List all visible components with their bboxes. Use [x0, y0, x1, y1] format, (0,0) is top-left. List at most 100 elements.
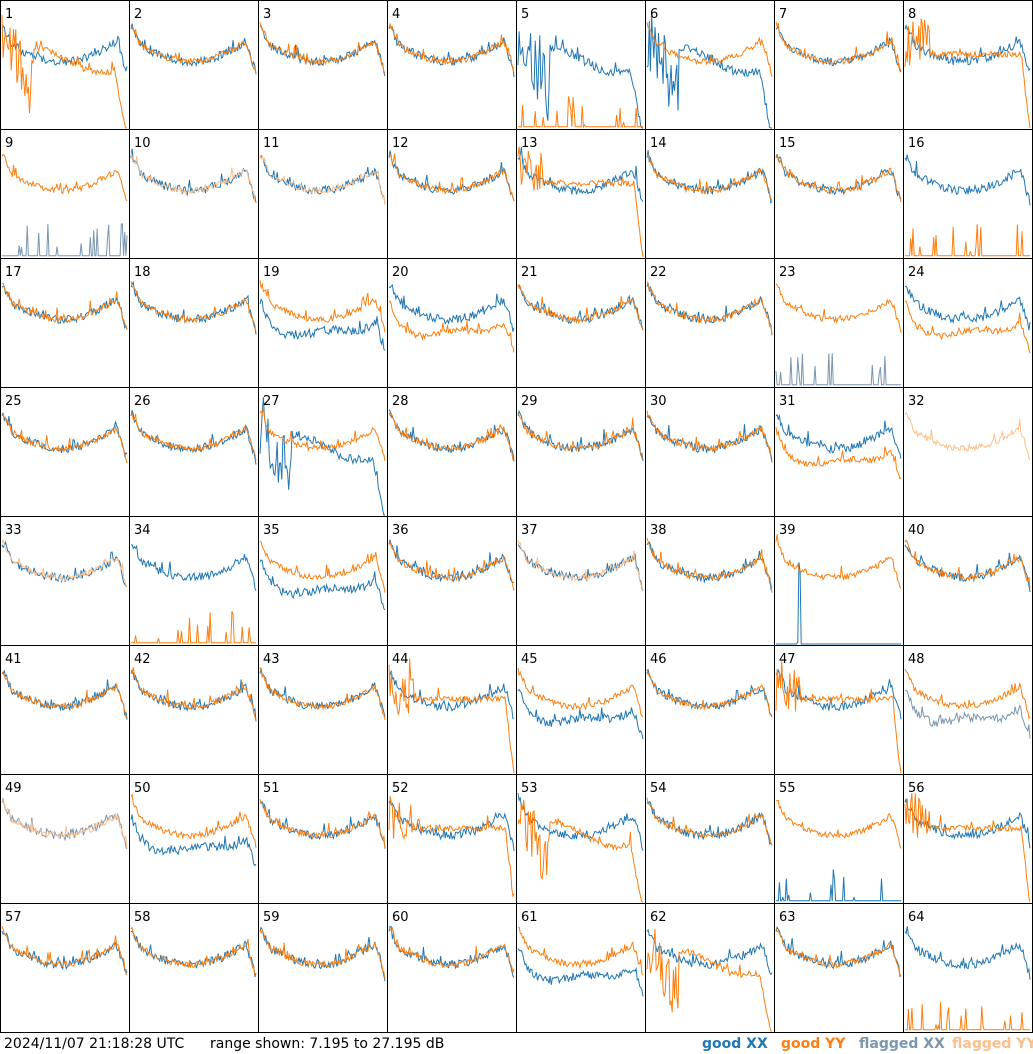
panel-35: 35	[258, 516, 388, 646]
series-yy	[130, 926, 257, 977]
panel-label: 26	[134, 394, 151, 409]
panel-30: 30	[645, 387, 775, 517]
panel-frame	[0, 645, 130, 775]
panel-label: 10	[134, 136, 151, 151]
panel-44: 44	[387, 645, 517, 775]
panel-61: 61	[516, 903, 646, 1033]
panel-1: 1	[0, 0, 130, 130]
series-yy	[130, 151, 257, 204]
panel-label: 58	[134, 910, 151, 925]
panel-52: 52	[387, 774, 517, 904]
panel-frame	[774, 258, 904, 388]
panel-59: 59	[258, 903, 388, 1033]
panel-frame	[516, 645, 646, 775]
series-yy	[646, 281, 773, 335]
panel-label: 52	[392, 781, 409, 796]
panel-16: 16	[903, 129, 1033, 259]
panel-label: 40	[908, 523, 925, 538]
panel-13: 13	[516, 129, 646, 259]
panel-25: 25	[0, 387, 130, 517]
panel-frame	[903, 387, 1033, 517]
panel-63: 63	[774, 903, 904, 1033]
panel-label: 59	[263, 910, 280, 925]
series-xx	[388, 670, 514, 719]
series-xx	[1, 930, 128, 974]
series-xx	[388, 283, 515, 332]
series-yy	[388, 540, 515, 591]
panel-label: 36	[392, 523, 409, 538]
panel-frame	[645, 516, 775, 646]
panel-label: 42	[134, 652, 151, 667]
panel-label: 64	[908, 910, 925, 925]
series-yy	[775, 154, 902, 203]
panel-29: 29	[516, 387, 646, 517]
panel-label: 25	[5, 394, 22, 409]
panel-frame	[645, 129, 775, 259]
panel-frame	[258, 774, 388, 904]
panel-label: 62	[650, 910, 667, 925]
panel-label: 14	[650, 136, 667, 151]
series-xx	[130, 148, 257, 204]
panel-frame	[129, 258, 259, 388]
legend-flagged-xx: flagged XX	[859, 1036, 945, 1052]
panel-33: 33	[0, 516, 130, 646]
footer: 2024/11/07 21:18:28 UTC range shown: 7.1…	[0, 1033, 1033, 1053]
panel-frame	[516, 516, 646, 646]
panel-label: 55	[779, 781, 796, 796]
series-xx	[904, 24, 1031, 72]
panel-frame	[387, 258, 517, 388]
series-yy	[388, 22, 515, 74]
panel-label: 12	[392, 136, 409, 151]
series-yy	[1, 925, 128, 976]
series-xx	[2, 223, 128, 257]
series-yy	[130, 793, 257, 848]
series-xx	[130, 23, 257, 74]
panel-label: 1	[5, 7, 13, 22]
panel-label: 48	[908, 652, 925, 667]
series-yy	[775, 928, 902, 977]
panel-frame	[645, 645, 775, 775]
panel-frame	[774, 903, 904, 1033]
series-yy	[259, 154, 386, 206]
panel-frame	[129, 0, 259, 130]
series-yy	[388, 796, 515, 898]
panel-21: 21	[516, 258, 646, 388]
series-xx	[775, 154, 902, 200]
series-xx	[388, 26, 515, 77]
panel-24: 24	[903, 258, 1033, 388]
series-xx	[646, 669, 773, 718]
panel-label: 16	[908, 136, 925, 151]
series-xx	[904, 285, 1031, 331]
panel-frame	[129, 516, 259, 646]
panel-60: 60	[387, 903, 517, 1033]
panel-label: 43	[263, 652, 280, 667]
series-xx	[388, 798, 515, 851]
panel-43: 43	[258, 645, 388, 775]
panel-label: 4	[392, 7, 400, 22]
series-yy	[775, 799, 902, 849]
series-yy	[517, 799, 643, 903]
panel-label: 44	[392, 652, 409, 667]
series-yy	[259, 667, 386, 721]
panel-11: 11	[258, 129, 388, 259]
panel-62: 62	[645, 903, 775, 1033]
series-xx	[517, 792, 644, 851]
panel-label: 9	[5, 136, 13, 151]
panel-frame	[516, 774, 646, 904]
series-xx	[259, 668, 386, 717]
series-xx	[517, 948, 644, 997]
series-xx	[259, 298, 386, 351]
panel-frame	[645, 0, 775, 130]
panel-label: 2	[134, 7, 142, 22]
series-yy	[1, 797, 128, 848]
panel-frame	[387, 903, 517, 1033]
series-yy	[388, 300, 515, 353]
panel-frame	[903, 0, 1033, 130]
range-label: range shown: 7.195 to 27.195 dB	[210, 1036, 445, 1052]
panel-frame	[258, 903, 388, 1033]
series-yy	[259, 799, 386, 849]
panel-58: 58	[129, 903, 259, 1033]
series-yy	[1, 153, 128, 202]
series-yy	[517, 146, 644, 258]
panel-label: 56	[908, 781, 925, 796]
